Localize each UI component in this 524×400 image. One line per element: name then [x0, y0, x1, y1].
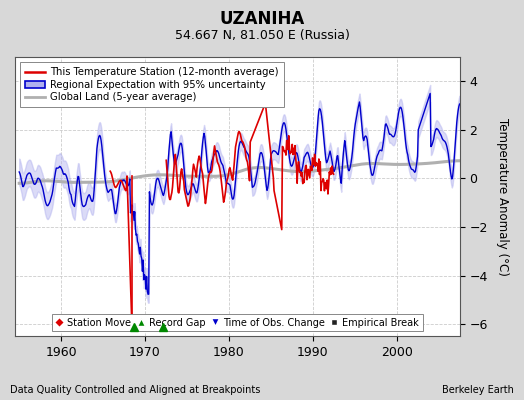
- Text: Berkeley Earth: Berkeley Earth: [442, 385, 514, 395]
- Text: UZANIHA: UZANIHA: [220, 10, 304, 28]
- Text: 54.667 N, 81.050 E (Russia): 54.667 N, 81.050 E (Russia): [174, 29, 350, 42]
- Text: Data Quality Controlled and Aligned at Breakpoints: Data Quality Controlled and Aligned at B…: [10, 385, 261, 395]
- Legend: Station Move, Record Gap, Time of Obs. Change, Empirical Break: Station Move, Record Gap, Time of Obs. C…: [52, 314, 423, 332]
- Y-axis label: Temperature Anomaly (°C): Temperature Anomaly (°C): [496, 118, 509, 276]
